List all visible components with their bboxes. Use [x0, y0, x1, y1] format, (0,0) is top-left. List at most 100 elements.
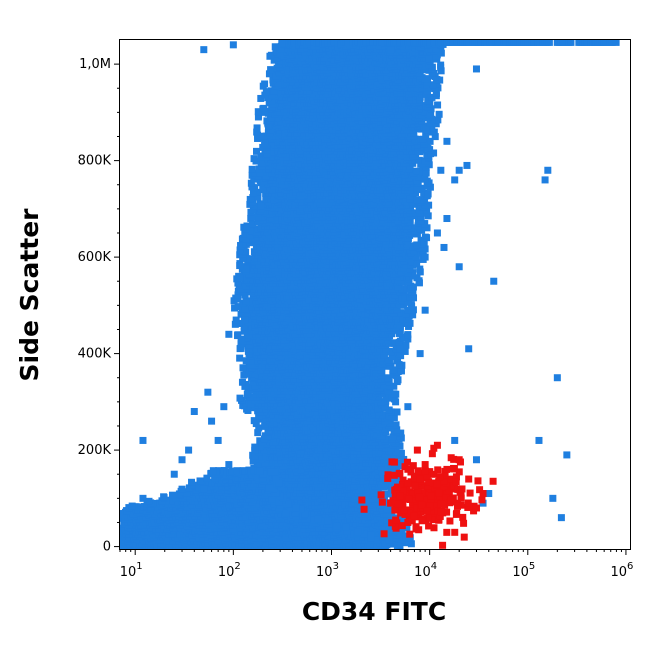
data-point [245, 331, 253, 339]
data-point [262, 357, 270, 365]
data-point [324, 505, 332, 513]
data-point [265, 426, 273, 434]
data-point [318, 432, 326, 440]
data-point [366, 433, 374, 441]
data-point [253, 393, 261, 401]
data-point [255, 261, 263, 269]
data-point [388, 466, 396, 474]
data-point [397, 309, 405, 317]
data-point [264, 399, 272, 407]
data-point [335, 249, 343, 257]
data-point [341, 498, 349, 506]
data-point [390, 309, 398, 317]
data-point [330, 420, 338, 428]
data-point [276, 303, 284, 311]
data-point [276, 393, 284, 401]
data-point [284, 375, 292, 383]
data-point [413, 259, 421, 267]
data-point [364, 507, 372, 515]
data-point [365, 279, 373, 287]
data-point [415, 249, 423, 257]
data-point [260, 466, 268, 474]
data-point [378, 390, 386, 398]
data-point [334, 420, 342, 428]
data-point [377, 447, 385, 455]
data-point [357, 360, 365, 368]
data-point [255, 412, 263, 420]
data-point [239, 310, 247, 318]
data-point [252, 242, 260, 250]
data-point [393, 372, 401, 380]
data-point [312, 474, 320, 482]
data-point [354, 291, 362, 299]
data-point [357, 510, 365, 518]
data-point [370, 268, 378, 276]
data-point [367, 339, 375, 347]
data-point [319, 486, 327, 494]
data-point [393, 432, 401, 440]
data-point [389, 433, 397, 441]
data-point [347, 468, 355, 476]
data-point [249, 276, 257, 284]
data-point [239, 364, 247, 372]
data-point [287, 273, 295, 281]
data-point [273, 453, 281, 461]
data-point [381, 312, 389, 320]
data-point [394, 283, 402, 291]
data-point [398, 285, 406, 293]
data-point [245, 341, 253, 349]
data-point [282, 243, 290, 251]
data-point [267, 333, 275, 341]
data-point [283, 384, 291, 392]
data-point [306, 360, 314, 368]
data-point [395, 361, 403, 369]
data-point [303, 432, 311, 440]
data-point [251, 443, 259, 451]
data-point [391, 261, 399, 269]
data-point [384, 374, 392, 382]
data-point [246, 361, 254, 369]
data-point [390, 453, 398, 461]
data-point [397, 449, 405, 457]
data-point [389, 366, 397, 374]
data-point [333, 333, 341, 341]
data-point [390, 414, 398, 422]
data-point [309, 348, 317, 356]
data-point [242, 399, 250, 407]
data-point [240, 247, 248, 255]
data-point [256, 443, 264, 451]
data-point [258, 453, 266, 461]
data-point [385, 356, 393, 364]
data-point [390, 390, 398, 398]
data-point [243, 255, 251, 263]
data-point [380, 381, 388, 389]
data-point [283, 490, 291, 498]
data-point [370, 486, 378, 494]
data-point [318, 463, 326, 471]
data-point [267, 393, 275, 401]
data-point [251, 382, 259, 390]
data-point [403, 524, 411, 532]
data-point [240, 323, 248, 331]
data-point [299, 351, 307, 359]
data-point [312, 333, 320, 341]
data-point [246, 370, 254, 378]
data-point [249, 457, 257, 465]
data-point [402, 261, 410, 269]
data-point [392, 448, 400, 456]
data-point [412, 253, 420, 261]
data-point [353, 492, 361, 500]
data-point [397, 434, 405, 442]
data-point [393, 408, 401, 416]
data-point [382, 345, 390, 353]
data-point [350, 267, 358, 275]
data-point [261, 459, 269, 467]
data-point [310, 454, 318, 462]
data-point [297, 447, 305, 455]
data-point [416, 265, 424, 273]
data-point [247, 400, 255, 408]
data-point [404, 298, 412, 306]
data-point [396, 321, 404, 329]
data-point [350, 279, 358, 287]
data-point [313, 456, 321, 464]
